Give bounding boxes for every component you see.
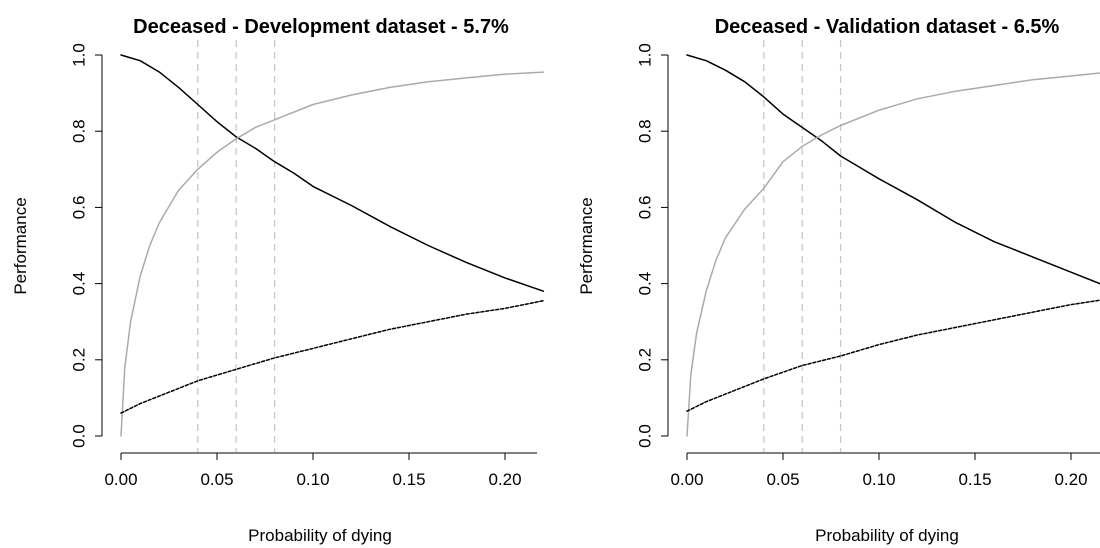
y-tick-label: 1.0 [635, 43, 654, 67]
series-black-solid-development [120, 54, 545, 292]
plot-area-validation: 0.0 0.2 0.4 0.6 0.8 1.0 0.00 0.05 0.10 0.15 0.20 [635, 40, 1100, 489]
y-tick-label: 1.0 [69, 43, 88, 67]
y-tick-label: 0.0 [69, 424, 88, 448]
y-tick-label: 0.4 [635, 272, 654, 296]
x-tick-label: 0.05 [200, 470, 233, 489]
x-tick-label: 0.20 [1054, 470, 1087, 489]
series-black-dashed-development [120, 299, 545, 414]
chart-title-validation: Deceased - Validation dataset - 6.5% [715, 16, 1060, 38]
series-black-solid-validation [686, 54, 1100, 285]
series-black-dashed-validation [686, 299, 1100, 412]
x-tick-label: 0.20 [488, 470, 521, 489]
y-axis-label-development: Performance [11, 197, 30, 294]
y-tick-label: 0.6 [69, 196, 88, 220]
x-tick-label: 0.00 [104, 470, 137, 489]
y-tick-label: 0.4 [69, 272, 88, 296]
chart-title-development: Deceased - Development dataset - 5.7% [133, 16, 509, 38]
y-tick-label: 0.8 [69, 119, 88, 143]
y-tick-label: 0.2 [635, 348, 654, 372]
plot-area-development: 0.0 0.2 0.4 0.6 0.8 1.0 0.00 0.05 0.10 0.15 0.20 [69, 40, 545, 489]
x-axis-label-development: Probability of dying [248, 526, 392, 545]
x-tick-label: 0.10 [296, 470, 329, 489]
series-gray-solid-development [120, 71, 545, 437]
y-axis-label-validation: Performance [577, 197, 596, 294]
y-tick-label: 0.2 [69, 348, 88, 372]
x-tick-label: 0.15 [392, 470, 425, 489]
panel-validation: Deceased - Validation dataset - 6.5% 0.0… [577, 16, 1100, 545]
y-tick-label: 0.6 [635, 196, 654, 220]
x-tick-label: 0.15 [958, 470, 991, 489]
x-tick-label: 0.05 [766, 470, 799, 489]
x-tick-label: 0.10 [862, 470, 895, 489]
y-tick-label: 0.0 [635, 424, 654, 448]
series-gray-solid-validation [686, 72, 1100, 437]
y-tick-label: 0.8 [635, 119, 654, 143]
x-tick-label: 0.00 [670, 470, 703, 489]
panel-development: Deceased - Development dataset - 5.7% 0.… [11, 16, 545, 545]
x-axis-label-validation: Probability of dying [815, 526, 959, 545]
